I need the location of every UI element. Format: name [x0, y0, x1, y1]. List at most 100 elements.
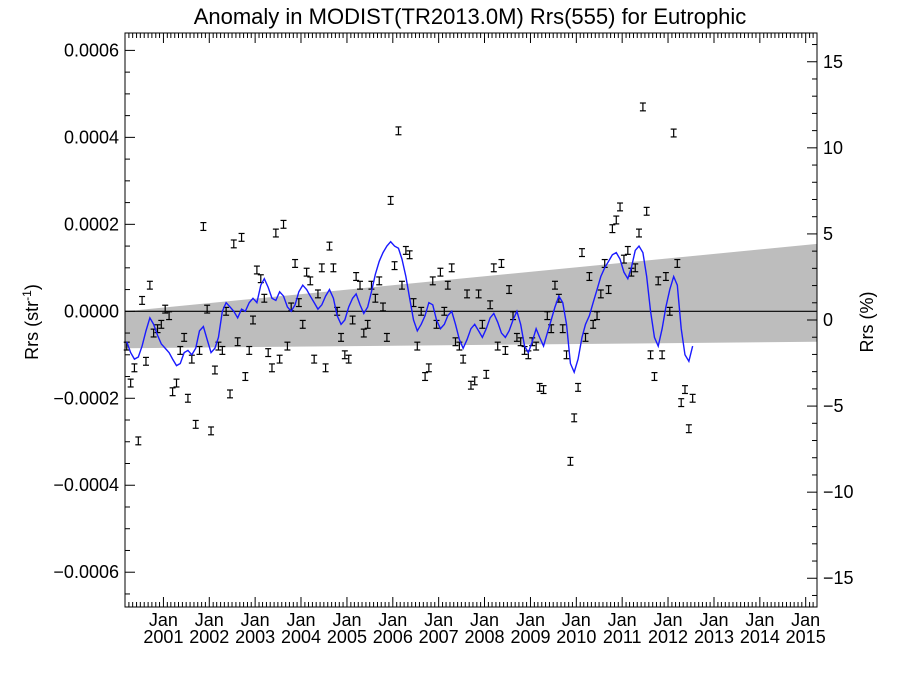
x-tick-month: Jan: [241, 610, 270, 630]
data-point: [284, 341, 291, 351]
data-point: [636, 228, 643, 238]
right-tick-label: 5: [823, 224, 833, 244]
data-point: [326, 241, 333, 251]
data-point: [613, 215, 620, 225]
left-axis-label: Rrs (str-1): [20, 284, 42, 360]
data-point: [402, 245, 409, 255]
data-point: [594, 311, 601, 321]
data-point: [158, 319, 165, 329]
data-point: [662, 272, 669, 282]
data-point: [498, 258, 505, 268]
data-point: [192, 419, 199, 429]
x-tick-year: 2015: [786, 627, 826, 647]
data-point: [490, 263, 497, 273]
data-point: [471, 376, 478, 386]
data-point: [380, 302, 387, 312]
data-point: [670, 128, 677, 138]
data-point: [689, 393, 696, 403]
data-point: [208, 426, 215, 436]
data-point: [219, 345, 226, 355]
data-point: [487, 300, 494, 310]
data-point: [655, 276, 662, 286]
x-tick-month: Jan: [470, 610, 499, 630]
x-tick-month: Jan: [516, 610, 545, 630]
right-tick-label: 15: [823, 52, 843, 72]
data-point: [265, 348, 272, 358]
data-point: [643, 206, 650, 216]
data-point: [414, 341, 421, 351]
data-point: [551, 280, 558, 290]
right-tick-label: 0: [823, 310, 833, 330]
x-tick-month: Jan: [149, 610, 178, 630]
data-point: [418, 306, 425, 316]
right-tick-label: −5: [823, 396, 844, 416]
data-point: [387, 195, 394, 205]
x-tick-month: Jan: [378, 610, 407, 630]
data-point: [314, 289, 321, 299]
x-axis: Jan2001Jan2002Jan2003Jan2004Jan2005Jan20…: [124, 33, 826, 647]
data-point: [292, 258, 299, 268]
data-point: [467, 380, 474, 390]
x-tick-year: 2003: [235, 627, 275, 647]
data-point: [536, 382, 543, 392]
data-point: [345, 354, 352, 364]
x-tick-year: 2007: [419, 627, 459, 647]
data-point: [204, 304, 211, 314]
data-point: [211, 365, 218, 375]
data-point: [479, 319, 486, 329]
x-tick-year: 2002: [189, 627, 229, 647]
data-point: [360, 328, 367, 338]
x-tick-year: 2012: [648, 627, 688, 647]
left-tick-label: 0.0000: [64, 301, 119, 321]
data-point: [533, 341, 540, 351]
left-axis-label-sup: -1: [20, 290, 34, 301]
data-point: [624, 245, 631, 255]
data-point: [162, 304, 169, 314]
data-point: [597, 289, 604, 299]
data-point: [460, 354, 467, 364]
x-tick-year: 2001: [143, 627, 183, 647]
data-point: [567, 456, 574, 466]
data-point: [590, 319, 597, 329]
data-point: [166, 311, 173, 321]
data-point: [609, 224, 616, 234]
data-point: [559, 324, 566, 334]
data-point: [238, 232, 245, 242]
x-tick-year: 2009: [510, 627, 550, 647]
data-point: [196, 345, 203, 355]
left-tick-label: 0.0006: [64, 40, 119, 60]
x-tick-month: Jan: [562, 610, 591, 630]
data-point: [639, 102, 646, 112]
data-point: [620, 254, 627, 264]
data-point: [318, 263, 325, 273]
trend-band: [125, 243, 817, 349]
data-point: [437, 267, 444, 277]
chart-title: Anomaly in MODIST(TR2013.0M) Rrs(555) fo…: [194, 4, 747, 29]
data-point: [146, 280, 153, 290]
left-tick-label: −0.0006: [53, 562, 119, 582]
data-point: [188, 354, 195, 364]
data-point: [647, 350, 654, 360]
data-point: [605, 285, 612, 295]
x-tick-year: 2008: [464, 627, 504, 647]
left-y-axis: 0.0006 0.0004 0.0002 0.0000 −0.0002 −0.0004 −0…: [53, 40, 135, 595]
data-point: [276, 354, 283, 364]
x-tick-year: 2011: [603, 627, 642, 647]
data-point: [502, 345, 509, 355]
data-point: [685, 424, 692, 434]
data-point: [135, 436, 142, 446]
data-point: [406, 250, 413, 260]
data-point: [429, 276, 436, 286]
data-point: [666, 306, 673, 316]
data-point: [303, 267, 310, 277]
left-tick-label: 0.0004: [64, 127, 119, 147]
data-point: [268, 363, 275, 373]
data-point: [322, 363, 329, 373]
data-point: [127, 378, 134, 388]
data-point: [475, 289, 482, 299]
x-tick-year: 2004: [281, 627, 321, 647]
x-tick-month: Jan: [424, 610, 453, 630]
data-point: [357, 280, 364, 290]
data-point: [544, 311, 551, 321]
